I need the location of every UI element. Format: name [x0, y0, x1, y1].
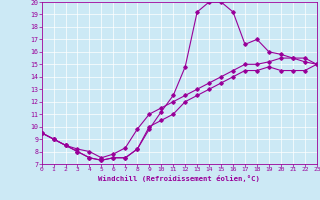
X-axis label: Windchill (Refroidissement éolien,°C): Windchill (Refroidissement éolien,°C): [98, 175, 260, 182]
